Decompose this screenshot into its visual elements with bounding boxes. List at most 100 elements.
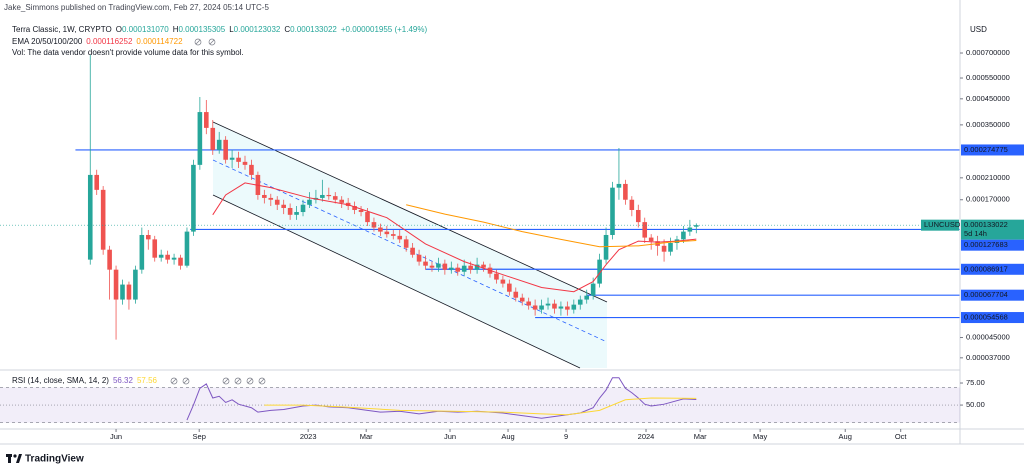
candle-body xyxy=(403,239,409,248)
ray-price-box xyxy=(961,263,1024,275)
candle-body xyxy=(513,291,519,298)
price-box xyxy=(961,219,1024,240)
candle-body xyxy=(539,305,544,310)
candle-body xyxy=(94,174,100,190)
candle-body xyxy=(597,259,602,284)
candle-body xyxy=(390,234,396,236)
candle-body xyxy=(629,199,635,210)
candle-body xyxy=(610,187,615,235)
candle-body xyxy=(307,199,312,205)
y-tick-label: 0.000037000 xyxy=(966,353,1010,362)
ray-price-box xyxy=(961,239,1024,251)
candle-body xyxy=(210,127,216,150)
candle-body xyxy=(365,212,370,223)
currency: USD xyxy=(970,25,987,34)
candle-body xyxy=(416,254,422,262)
candle-body xyxy=(339,199,345,203)
logo-part xyxy=(16,454,22,463)
icon xyxy=(183,378,189,384)
ema-legend: EMA 20/50/100/200 0.000116252 0.000114722 xyxy=(12,37,183,46)
candle-body xyxy=(661,245,667,252)
candle-body xyxy=(320,194,325,198)
candle-body xyxy=(281,204,286,208)
candle-body xyxy=(642,222,648,238)
candle-body xyxy=(565,306,570,310)
candle-body xyxy=(120,284,125,300)
candle-body xyxy=(178,257,183,266)
y-tick-label: 0.000350000 xyxy=(966,120,1010,129)
logo-part xyxy=(13,454,17,458)
brand: TradingView xyxy=(25,454,84,465)
candle-body xyxy=(481,264,486,268)
candle-body xyxy=(171,257,177,260)
candle-body xyxy=(358,209,364,213)
candle-body xyxy=(500,279,506,284)
icon xyxy=(234,377,242,385)
x-tick-label: 2024 xyxy=(638,432,655,441)
candle-body xyxy=(197,112,203,165)
candle-body xyxy=(468,265,473,270)
symbol-box xyxy=(921,219,959,231)
candle-body xyxy=(558,306,564,309)
ohlc-value: 0.000135305 xyxy=(178,25,225,34)
candle-body xyxy=(423,261,428,266)
candle-body xyxy=(552,303,557,309)
price-pane xyxy=(0,54,960,369)
symbol-legend: Terra Classic, 1W, CRYPTO O0.000131070 H0.… xyxy=(12,25,427,34)
logo-part xyxy=(8,454,11,463)
icon xyxy=(194,38,202,46)
icon xyxy=(195,39,201,45)
change: +0.000001955 (+1.49%) xyxy=(341,25,428,34)
candle-body xyxy=(584,295,590,300)
publisher: Jake_Simmons published on TradingView.co… xyxy=(4,3,269,12)
candle-body xyxy=(668,243,673,252)
candle-body xyxy=(332,196,338,200)
candle-body xyxy=(648,237,654,242)
legend-icons xyxy=(170,38,266,385)
candle-body xyxy=(577,299,583,305)
brand-logo xyxy=(6,454,22,463)
rsi-y-tick-label: 75.00 xyxy=(966,378,985,387)
icon xyxy=(222,377,230,385)
icon xyxy=(235,378,241,384)
candle-body xyxy=(455,267,461,272)
ema-line xyxy=(406,204,697,248)
rsi-y-tick-label: 50.00 xyxy=(966,400,985,409)
candle-body xyxy=(545,303,551,306)
symbol: Terra Classic, 1W, CRYPTO xyxy=(12,25,112,34)
candle-body xyxy=(410,247,415,255)
candle-body xyxy=(145,234,151,240)
candle-body xyxy=(397,235,403,240)
icon xyxy=(259,378,265,384)
x-tick-label: Oct xyxy=(895,432,908,441)
x-tick-label: Mar xyxy=(360,432,373,441)
candle-body xyxy=(616,183,622,188)
candle-body xyxy=(687,227,693,232)
x-tick-label: Jun xyxy=(110,432,122,441)
icon xyxy=(170,377,178,385)
candle-body xyxy=(590,283,596,296)
ema-line xyxy=(212,182,697,293)
price-label: 0.000133022 xyxy=(964,220,1008,229)
candle-body xyxy=(152,239,158,258)
y-tick-label: 0.000170000 xyxy=(966,195,1010,204)
ray-price-box xyxy=(961,289,1024,301)
x-tick-label: 9 xyxy=(564,432,568,441)
ohlc-key: O xyxy=(116,25,122,34)
candle-body xyxy=(442,263,448,270)
icon xyxy=(247,378,253,384)
candle-body xyxy=(384,231,390,235)
x-tick-label: Mar xyxy=(694,432,707,441)
ohlc-key: C xyxy=(284,25,290,34)
icon xyxy=(258,377,266,385)
ohlc-key: H xyxy=(173,25,179,34)
x-tick-label: May xyxy=(753,432,767,441)
ray-price-label: 0.000274775 xyxy=(964,145,1008,154)
channel-lower xyxy=(212,194,581,369)
icon xyxy=(209,39,215,45)
x-tick-label: Aug xyxy=(839,432,852,441)
ray-price-box xyxy=(961,144,1024,156)
candle-body xyxy=(294,212,299,215)
